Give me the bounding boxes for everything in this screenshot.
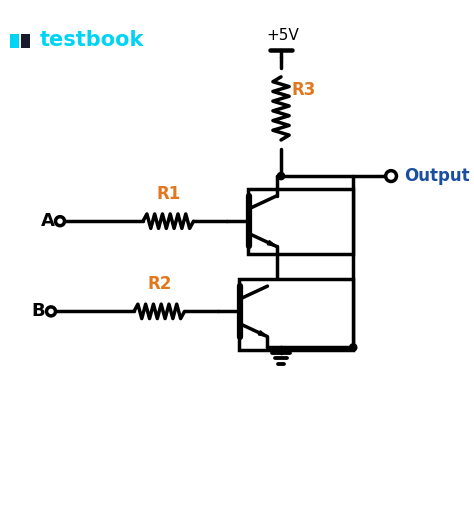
Text: A: A bbox=[40, 212, 55, 230]
Polygon shape bbox=[258, 331, 267, 337]
Text: testbook: testbook bbox=[39, 30, 144, 50]
Circle shape bbox=[277, 173, 284, 180]
Text: Output: Output bbox=[405, 167, 470, 185]
Polygon shape bbox=[267, 240, 276, 247]
FancyBboxPatch shape bbox=[7, 28, 34, 52]
Bar bbox=[238, 279, 353, 350]
Circle shape bbox=[46, 307, 55, 316]
Text: B: B bbox=[32, 302, 45, 320]
Bar bbox=[247, 189, 353, 254]
Circle shape bbox=[386, 170, 396, 181]
FancyBboxPatch shape bbox=[10, 34, 19, 48]
Circle shape bbox=[55, 217, 64, 226]
Text: R2: R2 bbox=[147, 275, 172, 294]
Text: +5V: +5V bbox=[266, 27, 299, 43]
Text: R1: R1 bbox=[156, 185, 181, 203]
Text: R3: R3 bbox=[292, 82, 316, 99]
Circle shape bbox=[350, 344, 357, 351]
FancyBboxPatch shape bbox=[21, 34, 30, 48]
